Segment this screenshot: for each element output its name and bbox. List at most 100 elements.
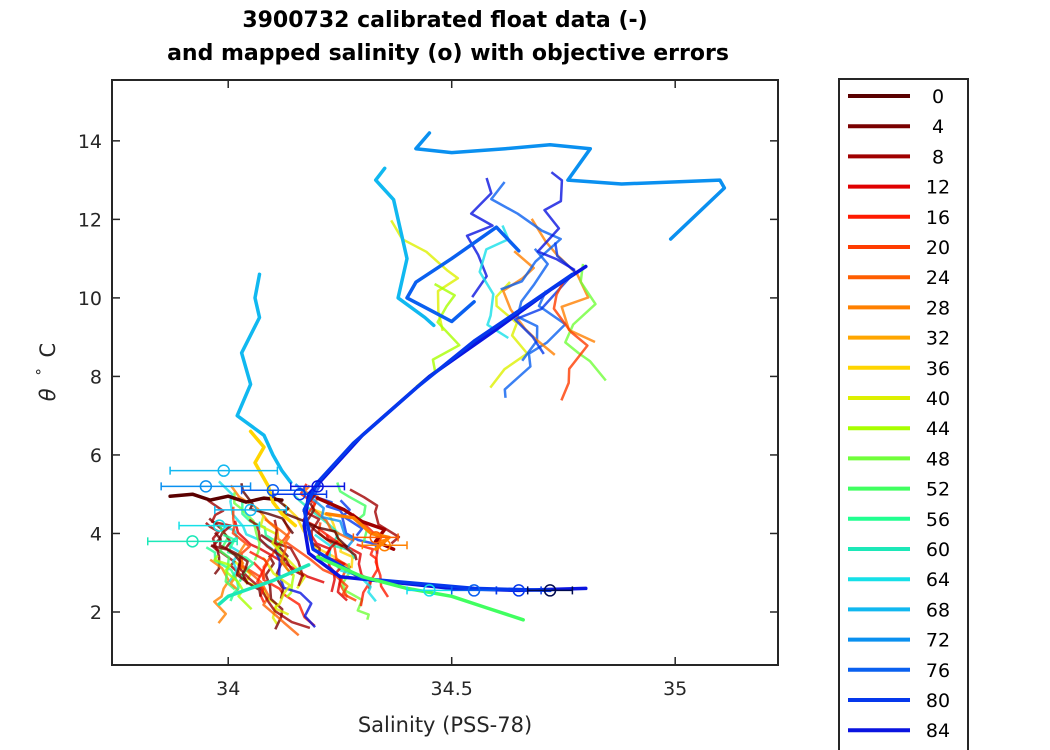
background-trace xyxy=(478,225,510,340)
plot-frame xyxy=(111,79,779,666)
background-trace xyxy=(214,531,249,585)
legend-item-80: 80 xyxy=(848,690,950,712)
legend-label: 68 xyxy=(926,599,950,621)
background-trace xyxy=(273,519,304,587)
legend-label: 40 xyxy=(926,388,950,410)
mapped-marker xyxy=(512,584,526,597)
series-line-10 xyxy=(315,555,525,622)
mapped-point-9 xyxy=(361,539,408,552)
legend-label: 32 xyxy=(926,328,950,350)
mapped-points-layer xyxy=(147,464,574,597)
y-axis-label-degree: ° xyxy=(33,368,51,376)
mapped-point-8 xyxy=(352,531,399,544)
background-trace xyxy=(564,263,607,382)
background-trace xyxy=(237,563,300,637)
legend-label: 80 xyxy=(926,690,950,712)
legend-item-68: 68 xyxy=(848,599,950,621)
mapped-marker xyxy=(244,503,257,517)
mapped-marker xyxy=(199,480,213,493)
mapped-marker xyxy=(543,584,557,597)
legend-item-0: 0 xyxy=(848,86,944,108)
chart-title-line-1: 3900732 calibrated float data (-) xyxy=(242,8,647,33)
mapped-marker xyxy=(423,584,436,597)
legend-label: 28 xyxy=(926,297,950,319)
x-axis-label: Salinity (PSS-78) xyxy=(358,713,532,737)
x-tick-label: 34.5 xyxy=(431,678,473,700)
series-line-6 xyxy=(168,492,284,504)
legend-items: 0481216202428323640444852566064687276808… xyxy=(848,86,950,742)
background-trace xyxy=(272,495,349,549)
background-trace xyxy=(503,290,567,398)
legend-item-16: 16 xyxy=(848,207,950,229)
series-line-2 xyxy=(405,225,521,324)
legend-label: 48 xyxy=(926,448,950,470)
mapped-point-7 xyxy=(290,480,346,493)
legend-item-76: 76 xyxy=(848,660,950,682)
legend-item-20: 20 xyxy=(848,237,950,259)
legend-label: 56 xyxy=(926,509,950,531)
legend-item-44: 44 xyxy=(848,418,950,440)
legend-item-56: 56 xyxy=(848,509,950,531)
svg-text:θ ° C: θ ° C xyxy=(28,343,60,401)
background-trace xyxy=(285,541,357,602)
legend-label: 72 xyxy=(926,630,950,652)
y-tick-label: 8 xyxy=(90,366,102,388)
y-tick-label: 14 xyxy=(78,131,102,153)
background-trace xyxy=(489,281,529,389)
plot-background xyxy=(112,80,778,665)
mapped-point-1 xyxy=(160,480,252,493)
background-trace xyxy=(349,488,401,545)
legend-label: 60 xyxy=(926,539,950,561)
background-trace xyxy=(351,513,390,598)
mapped-point-3 xyxy=(178,519,261,532)
axes: 34 34.5 35 2 4 6 8 10 12 14 xyxy=(78,79,779,700)
mapped-marker xyxy=(378,539,391,552)
series-line-11 xyxy=(217,563,311,606)
y-tick-label: 2 xyxy=(90,602,102,624)
legend-label: 52 xyxy=(926,479,950,501)
legend-label: 24 xyxy=(926,267,950,289)
mapped-marker xyxy=(213,519,226,532)
y-axis-label: θ ° C xyxy=(28,343,60,401)
background-trace xyxy=(233,492,261,561)
mapped-marker xyxy=(369,531,382,544)
background-trace xyxy=(415,282,461,388)
background-trace xyxy=(490,181,562,291)
series-line-3 xyxy=(414,131,727,241)
background-trace xyxy=(390,219,460,332)
legend-item-52: 52 xyxy=(848,479,950,501)
legend-item-72: 72 xyxy=(848,630,950,652)
x-tick-label: 35 xyxy=(663,678,687,700)
background-trace xyxy=(513,242,577,355)
background-trace xyxy=(209,558,231,624)
background-trace xyxy=(232,559,279,625)
legend-item-4: 4 xyxy=(848,116,944,138)
legend-item-48: 48 xyxy=(848,448,950,470)
mapped-point-0 xyxy=(169,464,279,477)
y-tick-label: 10 xyxy=(78,288,102,310)
background-trace xyxy=(465,177,494,298)
legend-item-36: 36 xyxy=(848,358,950,380)
mapped-point-13 xyxy=(526,584,574,597)
legend-label: 0 xyxy=(932,86,944,108)
background-trace xyxy=(341,563,370,621)
background-trace xyxy=(238,554,311,630)
y-tick-label: 6 xyxy=(90,445,102,467)
background-trace xyxy=(552,279,589,401)
legend-item-8: 8 xyxy=(848,146,944,168)
mapped-marker xyxy=(311,480,324,493)
background-trace xyxy=(305,502,358,561)
legend-label: 44 xyxy=(926,418,950,440)
legend-item-28: 28 xyxy=(848,297,950,319)
mapped-point-6 xyxy=(272,487,328,501)
x-tick-label: 34 xyxy=(216,678,240,700)
legend-label: 76 xyxy=(926,660,950,682)
mapped-point-4 xyxy=(214,503,288,517)
chart-title-line-2: and mapped salinity (o) with objective e… xyxy=(167,41,729,66)
legend-label: 64 xyxy=(926,569,950,591)
legend-label: 12 xyxy=(926,177,950,199)
mapped-marker xyxy=(217,464,230,477)
legend-item-32: 32 xyxy=(848,328,950,350)
mapped-marker xyxy=(186,535,199,548)
